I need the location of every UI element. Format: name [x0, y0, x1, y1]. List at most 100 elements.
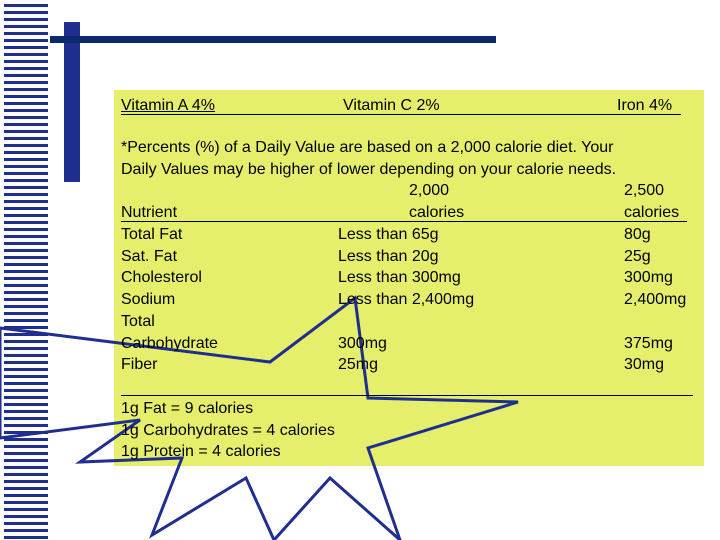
vitamin-a: Vitamin A 4% [121, 97, 215, 114]
header-underline [121, 221, 687, 222]
stripe [4, 116, 48, 119]
row-2500: 25g [624, 248, 651, 265]
stripe [4, 109, 48, 112]
vitamin-c: Vitamin C 2% [343, 97, 440, 114]
stripe [4, 487, 48, 490]
row-2000: Less than 20g [338, 248, 439, 265]
stripe [4, 452, 48, 455]
stripe [4, 522, 48, 525]
row-2000: Less than 65g [338, 226, 439, 243]
stripe [4, 179, 48, 182]
stripe [4, 417, 48, 420]
calorie-fact: 1g Carbohydrates = 4 calories [121, 422, 335, 439]
row-2000: Less than 2,400mg [338, 291, 475, 308]
row-2500: 300mg [624, 269, 673, 286]
stripe [4, 214, 48, 217]
header-2000-bottom: calories [409, 204, 465, 221]
row-nutrient: Sat. Fat [121, 248, 178, 265]
nutrition-panel [114, 90, 704, 466]
calorie-fact: 1g Protein = 4 calories [121, 443, 281, 460]
stripe [4, 312, 48, 315]
stripe [4, 165, 48, 168]
stripe [4, 340, 48, 343]
table-bottom-rule [121, 395, 693, 396]
stripe [4, 389, 48, 392]
stripe [4, 207, 48, 210]
footnote-line-1: *Percents (%) of a Daily Value are based… [121, 139, 614, 156]
stripe [4, 480, 48, 483]
stripe [4, 235, 48, 238]
stripe [4, 4, 48, 7]
stripe [4, 333, 48, 336]
stripe [4, 228, 48, 231]
stripe [4, 473, 48, 476]
stripe [4, 53, 48, 56]
header-nutrient: Nutrient [121, 204, 178, 221]
stripe [4, 186, 48, 189]
stripe [4, 193, 48, 196]
stripe [4, 466, 48, 469]
stripe [4, 88, 48, 91]
stripe [4, 291, 48, 294]
stripe [4, 95, 48, 98]
stripe [4, 361, 48, 364]
stripe [4, 410, 48, 413]
decorative-stripes [4, 4, 48, 539]
stripe [4, 39, 48, 42]
stripe [4, 529, 48, 532]
stripe [4, 200, 48, 203]
stripe [4, 60, 48, 63]
stripe [4, 326, 48, 329]
total-carb-2500: 375mg [624, 335, 673, 352]
stripe [4, 494, 48, 497]
total-carb-2000: 300mg [338, 335, 387, 352]
stripe [4, 354, 48, 357]
stripe [4, 438, 48, 441]
stripe [4, 242, 48, 245]
header-2500-top: 2,500 [624, 182, 665, 199]
stripe [4, 305, 48, 308]
stripe [4, 277, 48, 280]
stripe [4, 459, 48, 462]
stripe [4, 375, 48, 378]
row-2000: Less than 300mg [338, 269, 461, 286]
stripe [4, 368, 48, 371]
stripe [4, 347, 48, 350]
stripe [4, 172, 48, 175]
stripe [4, 515, 48, 518]
footnote-line-2: Daily Values may be higher of lower depe… [121, 161, 617, 178]
stripe [4, 396, 48, 399]
stripe [4, 32, 48, 35]
stripe [4, 151, 48, 154]
row-nutrient: Sodium [121, 291, 176, 308]
stripe [4, 424, 48, 427]
stripe [4, 445, 48, 448]
total-carb-label-2: Carbohydrate [121, 335, 218, 352]
stripe [4, 130, 48, 133]
stripe [4, 11, 48, 14]
fiber-2500: 30mg [624, 356, 665, 373]
header-2000-top: 2,000 [409, 182, 450, 199]
stripe [4, 263, 48, 266]
stripe [4, 382, 48, 385]
stripe [4, 18, 48, 21]
stripe [4, 298, 48, 301]
stripe [4, 144, 48, 147]
row-2500: 80g [624, 226, 651, 243]
stripe [4, 536, 48, 539]
stripe [4, 319, 48, 322]
header-2500-bottom: calories [624, 204, 680, 221]
fiber-2000: 25mg [338, 356, 379, 373]
stripe [4, 501, 48, 504]
row-nutrient: Cholesterol [121, 269, 202, 286]
stripe [4, 46, 48, 49]
stripe [4, 431, 48, 434]
stripe [4, 137, 48, 140]
stripe [4, 67, 48, 70]
stripe [4, 270, 48, 273]
fiber-label: Fiber [121, 356, 158, 373]
vitamin-row-underline [121, 114, 681, 115]
total-carb-label-1: Total [121, 313, 155, 330]
row-2500: 2,400mg [624, 291, 687, 308]
